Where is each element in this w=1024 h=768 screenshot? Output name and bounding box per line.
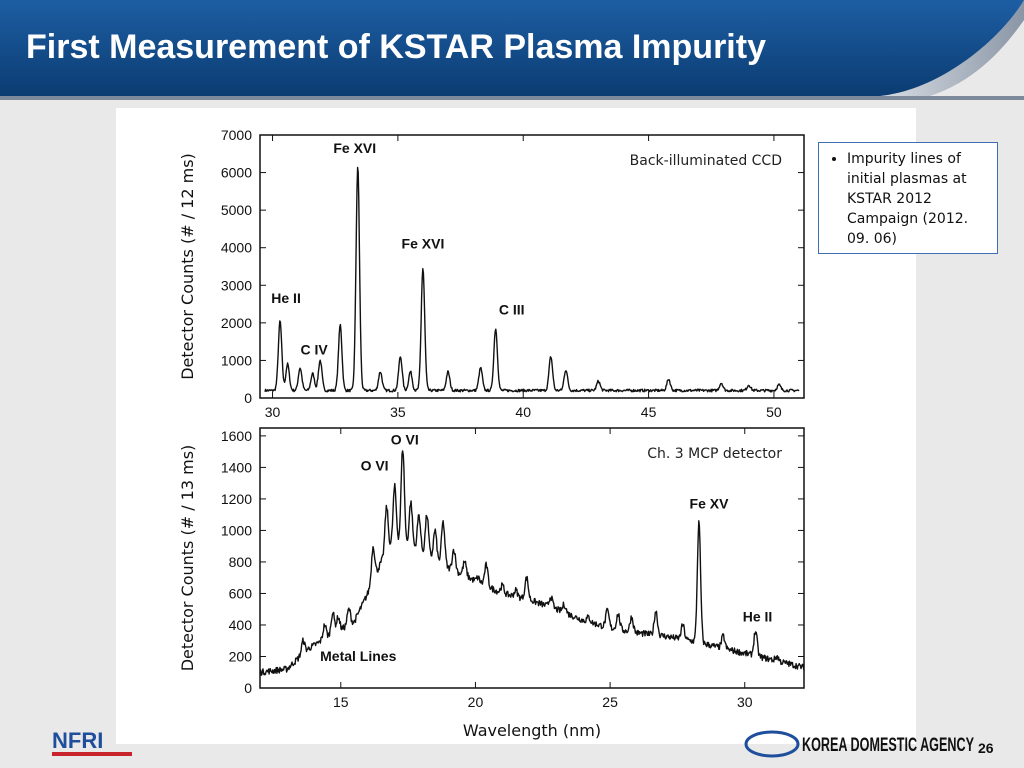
header-underline — [0, 96, 1024, 100]
y-axis-label: Detector Counts (# / 12 ms) — [178, 153, 197, 380]
nfri-logo: NFRI — [52, 728, 132, 756]
page-number: 26 — [978, 740, 994, 756]
y-tick-label: 4000 — [221, 240, 252, 256]
detector-label: Ch. 3 MCP detector — [647, 446, 782, 462]
header-bar — [0, 0, 1024, 96]
y-tick-label: 600 — [229, 585, 253, 601]
y-tick-label: 0 — [244, 390, 252, 406]
peak-annotation: Metal Lines — [320, 648, 396, 664]
y-tick-label: 800 — [229, 554, 253, 570]
nfri-logo-text: NFRI — [52, 728, 103, 753]
peak-annotation: He II — [743, 608, 773, 624]
y-tick-label: 6000 — [221, 165, 252, 181]
y-tick-label: 1400 — [221, 459, 252, 475]
peak-annotation: He II — [271, 290, 301, 306]
y-tick-label: 5000 — [221, 202, 252, 218]
x-tick-label: 40 — [515, 404, 531, 420]
agency-logo-text: KOREA DOMESTIC AGENCY — [802, 735, 974, 756]
y-tick-label: 1000 — [221, 522, 252, 538]
plot-frame — [259, 134, 805, 399]
header-swoosh-inner — [930, 20, 1024, 96]
x-axis-label: Wavelength (nm) — [463, 721, 601, 740]
x-tick-label: 45 — [641, 404, 657, 420]
y-tick-label: 3000 — [221, 277, 252, 293]
peak-annotation: Fe XV — [690, 496, 730, 512]
spectrum-line — [264, 166, 800, 393]
nfri-logo-stripe — [52, 752, 132, 756]
peak-annotation: C IV — [301, 341, 329, 357]
x-tick-label: 20 — [468, 694, 484, 710]
x-tick-label: 25 — [602, 694, 618, 710]
x-tick-label: 35 — [390, 404, 406, 420]
y-tick-label: 7000 — [221, 127, 252, 143]
y-tick-label: 200 — [229, 648, 253, 664]
detector-label: Back-illuminated CCD — [630, 153, 782, 169]
slide-header — [0, 0, 1024, 100]
peak-annotation: Fe XVI — [333, 140, 376, 156]
y-tick-label: 0 — [244, 680, 252, 696]
slide-title: First Measurement of KSTAR Plasma Impuri… — [26, 28, 766, 66]
peak-annotation: Fe XVI — [402, 235, 445, 251]
peak-annotation: C III — [499, 301, 525, 317]
bullet-list: Impurity lines of initial plasmas at KST… — [829, 149, 989, 249]
y-tick-label: 1200 — [221, 491, 252, 507]
bullet-item: Impurity lines of initial plasmas at KST… — [847, 149, 989, 249]
x-tick-label: 30 — [737, 694, 753, 710]
y-tick-label: 2000 — [221, 315, 252, 331]
y-tick-label: 1600 — [221, 428, 252, 444]
spectrum-line — [259, 450, 805, 676]
agency-emblem — [744, 730, 800, 758]
y-axis-label: Detector Counts (# / 13 ms) — [178, 445, 197, 672]
x-tick-label: 30 — [265, 404, 281, 420]
x-tick-label: 50 — [766, 404, 782, 420]
y-tick-label: 1000 — [221, 352, 252, 368]
y-tick-label: 400 — [229, 617, 253, 633]
korea-domestic-agency-logo: KOREA DOMESTIC AGENCY — [744, 730, 974, 758]
chart-panel: 0 1000 2000 3000 4000 5000 6000 7000 30 35 40 45 50 D… — [178, 127, 805, 420]
peak-annotation: O VI — [391, 431, 419, 447]
note-box: Impurity lines of initial plasmas at KST… — [818, 142, 998, 254]
x-tick-label: 15 — [333, 694, 349, 710]
chart-panel: 0 200 400 600 800 1000 1200 1400 1600 15 20 25 30 Det… — [178, 427, 805, 740]
peak-annotation: O VI — [361, 457, 389, 473]
